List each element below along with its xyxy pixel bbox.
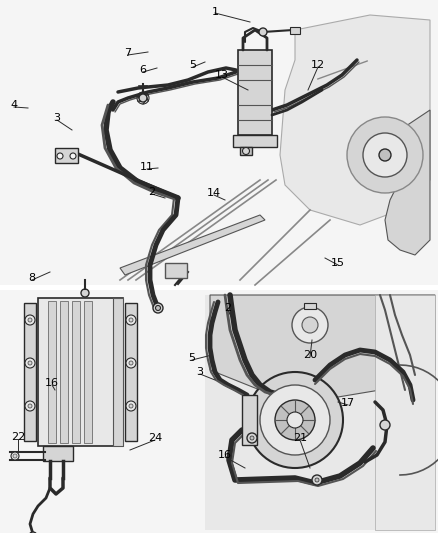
Polygon shape <box>113 298 123 446</box>
Text: 17: 17 <box>340 398 354 408</box>
Circle shape <box>70 153 76 159</box>
Polygon shape <box>241 395 256 445</box>
Text: 3: 3 <box>196 367 203 377</box>
Text: 5: 5 <box>188 353 195 363</box>
Text: 20: 20 <box>302 350 316 360</box>
Polygon shape <box>374 295 434 530</box>
Circle shape <box>378 149 390 161</box>
Polygon shape <box>60 301 68 443</box>
Circle shape <box>13 454 17 458</box>
Text: 2: 2 <box>224 303 231 313</box>
Polygon shape <box>0 290 200 533</box>
Circle shape <box>247 372 342 468</box>
Circle shape <box>286 412 302 428</box>
Circle shape <box>139 94 147 102</box>
Polygon shape <box>279 15 429 225</box>
Circle shape <box>301 317 317 333</box>
Bar <box>233 135 276 147</box>
Circle shape <box>81 289 89 297</box>
Polygon shape <box>43 446 73 461</box>
Text: 7: 7 <box>124 48 131 58</box>
Circle shape <box>258 28 266 36</box>
Circle shape <box>129 318 133 322</box>
Polygon shape <box>38 298 123 446</box>
Circle shape <box>153 303 162 313</box>
Polygon shape <box>55 148 78 163</box>
Bar <box>303 303 315 309</box>
Circle shape <box>126 358 136 368</box>
Polygon shape <box>125 303 137 441</box>
Polygon shape <box>84 301 92 443</box>
Polygon shape <box>205 295 434 530</box>
Circle shape <box>126 315 136 325</box>
Circle shape <box>314 478 318 482</box>
Circle shape <box>291 307 327 343</box>
Text: 1: 1 <box>211 7 218 17</box>
Circle shape <box>129 361 133 365</box>
Circle shape <box>155 305 160 311</box>
Circle shape <box>129 404 133 408</box>
Text: 4: 4 <box>11 100 18 110</box>
Polygon shape <box>200 290 438 533</box>
Circle shape <box>29 532 37 533</box>
Circle shape <box>28 361 32 365</box>
Circle shape <box>126 401 136 411</box>
Circle shape <box>379 420 389 430</box>
Text: 24: 24 <box>148 433 162 443</box>
Circle shape <box>247 433 256 443</box>
Bar <box>165 263 187 278</box>
Circle shape <box>249 436 254 440</box>
Text: 11: 11 <box>140 162 154 172</box>
Circle shape <box>259 385 329 455</box>
Circle shape <box>25 358 35 368</box>
Text: 2: 2 <box>148 187 155 197</box>
Text: 12: 12 <box>310 60 324 70</box>
Polygon shape <box>0 0 438 285</box>
Polygon shape <box>384 110 429 255</box>
Circle shape <box>346 117 422 193</box>
Bar <box>240 147 251 155</box>
Circle shape <box>311 475 321 485</box>
Polygon shape <box>237 50 272 135</box>
Text: 16: 16 <box>45 378 59 388</box>
Text: 21: 21 <box>292 433 306 443</box>
Text: 3: 3 <box>53 113 60 123</box>
Polygon shape <box>24 303 36 441</box>
Text: 5: 5 <box>189 60 196 70</box>
Text: 6: 6 <box>139 65 146 75</box>
Polygon shape <box>290 27 299 34</box>
Circle shape <box>25 401 35 411</box>
Circle shape <box>28 318 32 322</box>
Circle shape <box>11 452 19 460</box>
Text: 14: 14 <box>206 188 221 198</box>
Polygon shape <box>120 215 265 275</box>
Circle shape <box>274 400 314 440</box>
Text: 13: 13 <box>215 70 229 80</box>
Text: 16: 16 <box>218 450 231 460</box>
Circle shape <box>362 133 406 177</box>
Circle shape <box>242 148 249 155</box>
Polygon shape <box>209 295 434 400</box>
Polygon shape <box>48 301 56 443</box>
Text: 8: 8 <box>28 273 35 283</box>
Circle shape <box>57 153 63 159</box>
Circle shape <box>25 315 35 325</box>
Circle shape <box>28 404 32 408</box>
Text: 15: 15 <box>330 258 344 268</box>
Text: 22: 22 <box>11 432 25 442</box>
Polygon shape <box>72 301 80 443</box>
